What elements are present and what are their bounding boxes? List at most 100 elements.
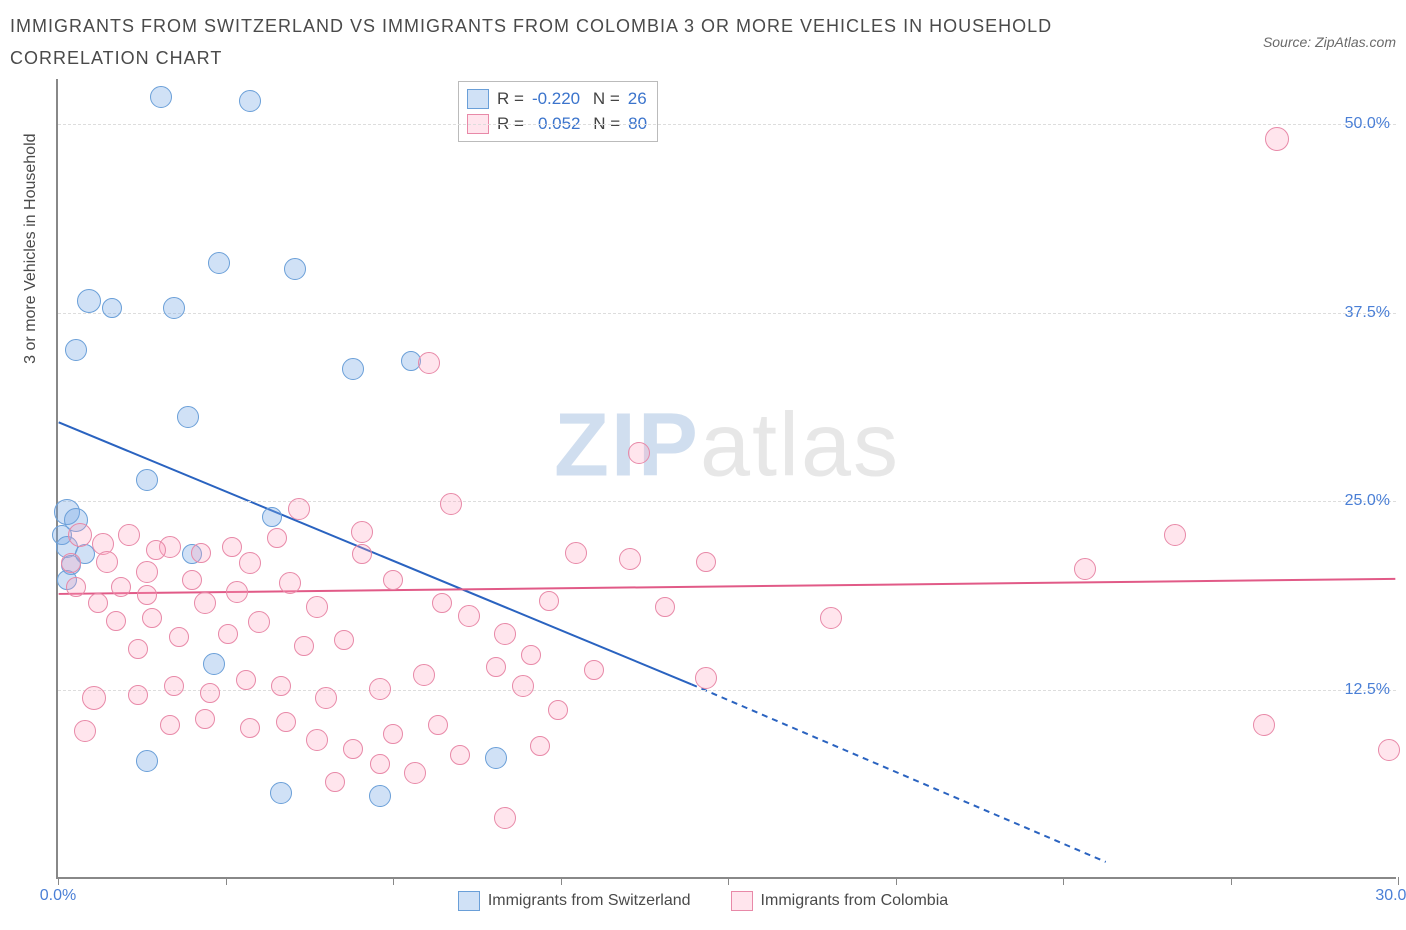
data-point [539,591,559,611]
data-point [236,670,256,690]
data-point [413,664,435,686]
gridline [58,690,1396,691]
data-point [494,623,516,645]
data-point [628,442,650,464]
data-point [512,675,534,697]
legend-bottom: Immigrants from Switzerland Immigrants f… [10,891,1396,911]
data-point [239,90,261,112]
data-point [218,624,238,644]
r-label: R = [497,86,524,112]
xtick [561,877,562,885]
data-point [306,596,328,618]
data-point [61,553,81,573]
data-point [191,543,211,563]
data-point [404,762,426,784]
chart-container: IMMIGRANTS FROM SWITZERLAND VS IMMIGRANT… [10,10,1396,919]
data-point [226,581,248,603]
legend-stats-row-blue: R = -0.220 N = 26 [467,86,647,112]
data-point [96,551,118,573]
trend-lines [58,79,1396,877]
legend-label: Immigrants from Colombia [761,892,949,910]
legend-item-switzerland: Immigrants from Switzerland [458,891,691,911]
data-point [169,627,189,647]
data-point [383,570,403,590]
data-point [128,639,148,659]
data-point [418,352,440,374]
data-point [150,86,172,108]
xtick [1398,877,1399,885]
data-point [164,676,184,696]
data-point [182,570,202,590]
data-point [88,593,108,613]
data-point [65,339,87,361]
header: IMMIGRANTS FROM SWITZERLAND VS IMMIGRANT… [10,10,1396,75]
data-point [1378,739,1400,761]
data-point [195,709,215,729]
watermark-zip: ZIP [554,395,700,495]
data-point [494,807,516,829]
data-point [428,715,448,735]
data-point [194,592,216,614]
data-point [288,498,310,520]
data-point [352,544,372,564]
xtick [728,877,729,885]
n-label: N = [588,86,620,112]
data-point [485,747,507,769]
data-point [111,577,131,597]
data-point [68,523,92,547]
data-point [619,548,641,570]
data-point [208,252,230,274]
data-point [276,712,296,732]
data-point [203,653,225,675]
data-point [248,611,270,633]
data-point [1164,524,1186,546]
data-point [325,772,345,792]
data-point [270,782,292,804]
legend-label: Immigrants from Switzerland [488,892,691,910]
data-point [239,552,261,574]
data-point [284,258,306,280]
data-point [306,729,328,751]
gridline [58,124,1396,125]
legend-stats-box: R = -0.220 N = 26 R = 0.052 N = 80 [458,81,658,142]
data-point [351,521,373,543]
watermark: ZIPatlas [554,394,900,497]
data-point [102,298,122,318]
trend-line-extrapolated [691,684,1105,862]
legend-item-colombia: Immigrants from Colombia [731,891,949,911]
data-point [136,469,158,491]
data-point [820,607,842,629]
data-point [136,561,158,583]
data-point [696,552,716,572]
data-point [66,577,86,597]
data-point [240,718,260,738]
data-point [695,667,717,689]
data-point [432,593,452,613]
data-point [1265,127,1289,151]
data-point [267,528,287,548]
y-axis-title: 3 or more Vehicles in Household [22,133,40,363]
r-value-blue: -0.220 [532,86,580,112]
data-point [279,572,301,594]
xtick [1231,877,1232,885]
source-attribution: Source: ZipAtlas.com [1263,34,1396,50]
swatch-blue-icon [458,891,480,911]
chart-area: 3 or more Vehicles in Household ZIPatlas… [10,79,1396,919]
data-point [222,537,242,557]
trend-line [59,579,1396,594]
data-point [160,715,180,735]
gridline [58,501,1396,502]
data-point [271,676,291,696]
data-point [146,540,166,560]
data-point [369,678,391,700]
xtick [896,877,897,885]
data-point [74,720,96,742]
gridline [58,313,1396,314]
data-point [383,724,403,744]
data-point [200,683,220,703]
data-point [294,636,314,656]
data-point [530,736,550,756]
data-point [458,605,480,627]
data-point [262,507,282,527]
xtick [1063,877,1064,885]
